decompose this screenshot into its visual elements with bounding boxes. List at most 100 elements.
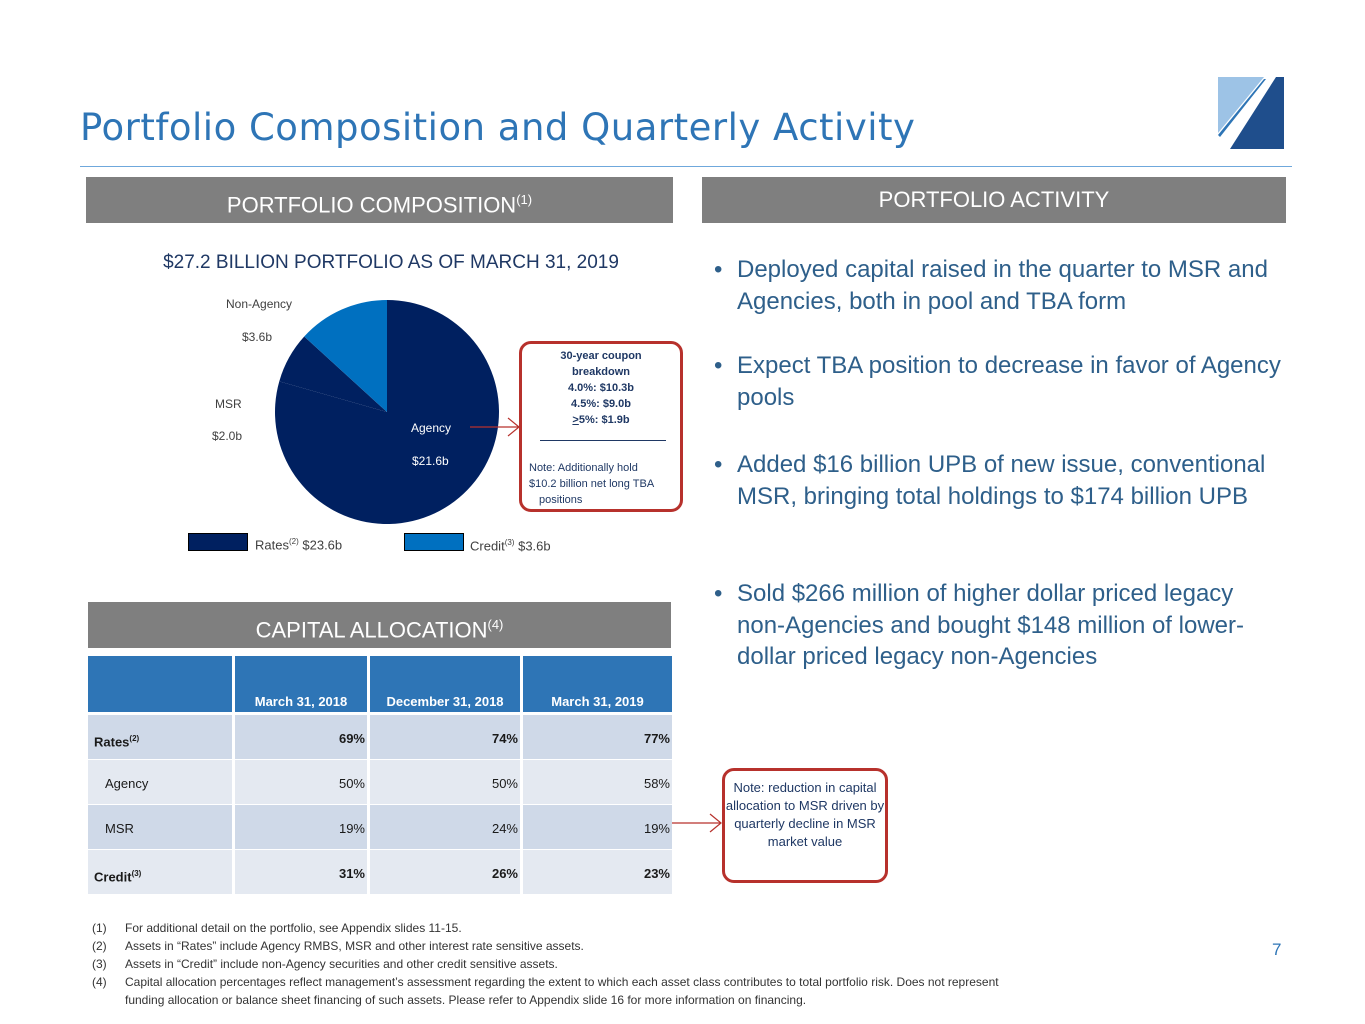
callout-arrow: [672, 813, 722, 833]
table-cell: 31%: [235, 850, 367, 894]
footnote-number: (1): [92, 921, 107, 935]
bullet-dot: •: [714, 352, 723, 379]
table-row-msr: MSR 19% 24% 19%: [88, 805, 672, 849]
table-cell: 50%: [370, 760, 520, 804]
footnote-ref: (3): [131, 869, 142, 878]
table-cell: 74%: [370, 715, 520, 759]
footnote-number: (2): [92, 939, 107, 953]
pie-slice-msr: [279, 336, 387, 412]
table-cell: 19%: [235, 805, 367, 849]
callout-line-2: 4.5%: $9.0b: [571, 398, 631, 410]
table-header-col-1-label: March 31, 2018: [254, 694, 348, 709]
footnote-text: Assets in “Credit” include non-Agency se…: [125, 957, 558, 971]
footnote-text: Capital allocation percentages reflect m…: [125, 975, 999, 989]
pie-value-msr: $2.0b: [212, 429, 243, 443]
pie-value-non-agency: $3.6b: [242, 330, 273, 344]
activity-bullet-4: • Sold $266 million of higher dollar pri…: [714, 578, 1284, 673]
table-header-blank: [88, 656, 232, 712]
page-number: 7: [1272, 940, 1282, 959]
callout-heading-2: breakdown: [571, 366, 631, 378]
table-row-credit: Credit(3) 31% 26% 23%: [88, 850, 672, 894]
row-label-text: Credit: [94, 869, 132, 885]
table-cell: 77%: [523, 715, 672, 759]
bullet-text: Expect TBA position to decrease in favor…: [737, 352, 1281, 411]
table-cell: 19%: [523, 805, 672, 849]
msr-allocation-callout: Note: reduction in capital allocation to…: [722, 768, 888, 883]
table-cell: 50%: [235, 760, 367, 804]
capital-allocation-header: CAPITAL ALLOCATION(4): [88, 602, 671, 648]
legend-credit: Credit(3) $3.6b: [470, 538, 551, 553]
callout-note-1: Note: Additionally hold: [529, 462, 638, 474]
bullet-dot: •: [714, 580, 723, 607]
table-cell: 23%: [523, 850, 672, 894]
legend-rates-label: Rates: [255, 537, 289, 553]
callout-line-3-text: 5%: $1.9b: [578, 414, 630, 426]
legend-credit-label: Credit: [470, 538, 505, 554]
capital-allocation-header-label: CAPITAL ALLOCATION: [255, 617, 488, 643]
footnote-ref: (4): [487, 617, 504, 632]
footnote-2: (2) Assets in “Rates” include Agency RMBS…: [92, 937, 584, 955]
table-header-col-2: December 31, 2018: [370, 656, 520, 712]
row-label: Credit(3): [88, 850, 232, 894]
table-cell: 58%: [523, 760, 672, 804]
footnote-4: (4) Capital allocation percentages reflec…: [92, 973, 999, 991]
portfolio-activity-header: PORTFOLIO ACTIVITY: [702, 177, 1286, 223]
table-cell: 69%: [235, 715, 367, 759]
portfolio-pie-chart: [275, 300, 499, 524]
pie-label-agency: Agency: [411, 421, 452, 435]
legend-swatch-credit: [404, 533, 464, 551]
footnote-ref: (3): [504, 538, 515, 547]
table-header-col-1: March 31, 2018: [235, 656, 367, 712]
table-header-col-2-label: December 31, 2018: [386, 694, 504, 709]
bullet-text: Added $16 billion UPB of new issue, conv…: [737, 451, 1266, 510]
footnote-number: (3): [92, 957, 107, 971]
row-label: Agency: [88, 760, 232, 804]
row-label: Rates(2): [88, 715, 232, 759]
activity-bullet-3: • Added $16 billion UPB of new issue, co…: [714, 449, 1284, 512]
table-header-col-3: March 31, 2019: [523, 656, 672, 712]
table-cell: 26%: [370, 850, 520, 894]
legend-rates-value: $23.6b: [302, 537, 343, 553]
row-label-text: MSR: [105, 821, 134, 836]
callout-note-3: positions: [539, 494, 583, 506]
callout-arrow: [470, 417, 520, 437]
footnote-number: (4): [92, 975, 107, 989]
legend-swatch-rates: [188, 533, 248, 551]
legend-credit-value: $3.6b: [518, 538, 551, 554]
pie-title: $27.2 BILLION PORTFOLIO AS OF MARCH 31, …: [163, 252, 619, 273]
table-header-col-3-label: March 31, 2019: [551, 694, 644, 709]
callout-line-3: >5%: $1.9b: [522, 414, 680, 426]
footnote-4-cont: funding allocation or balance sheet fina…: [92, 991, 806, 1009]
pie-slice-non-agency: [304, 300, 387, 412]
row-label: MSR: [88, 805, 232, 849]
footnote-ref: (2): [288, 537, 299, 546]
footnote-ref: (2): [129, 734, 140, 743]
bullet-text: Deployed capital raised in the quarter t…: [737, 256, 1268, 315]
callout-line-3-prefix: >: [572, 414, 579, 426]
legend-rates: Rates(2) $23.6b: [255, 537, 342, 552]
title-divider: [80, 166, 1292, 167]
pie-label-msr: MSR: [215, 397, 242, 411]
callout-note-2: $10.2 billion net long TBA: [529, 478, 655, 490]
footnote-text: funding allocation or balance sheet fina…: [125, 993, 807, 1007]
portfolio-composition-header-label: PORTFOLIO COMPOSITION: [226, 192, 517, 218]
callout-line-1: 4.0%: $10.3b: [567, 382, 635, 394]
table-row-rates: Rates(2) 69% 74% 77%: [88, 715, 672, 759]
callout-divider: [540, 440, 666, 441]
footnote-ref: (1): [516, 192, 533, 207]
footnote-text: For additional detail on the portfolio, …: [125, 921, 462, 935]
portfolio-activity-header-label: PORTFOLIO ACTIVITY: [878, 187, 1110, 212]
bullet-text: Sold $266 million of higher dollar price…: [737, 580, 1244, 670]
pie-label-non-agency: Non-Agency: [226, 297, 293, 311]
footnote-3: (3) Assets in “Credit” include non-Agency…: [92, 955, 558, 973]
coupon-breakdown-callout: 30-year coupon breakdown 4.0%: $10.3b 4.…: [519, 341, 683, 512]
callout-heading: 30-year coupon: [560, 350, 642, 362]
footnote-text: Assets in “Rates” include Agency RMBS, M…: [125, 939, 584, 953]
row-label-text: Agency: [105, 776, 149, 791]
pie-value-agency: $21.6b: [412, 454, 449, 468]
page-title: Portfolio Composition and Quarterly Acti…: [80, 106, 916, 149]
activity-bullet-2: • Expect TBA position to decrease in fav…: [714, 350, 1284, 413]
company-logo: [1216, 75, 1286, 150]
capital-table: March 31, 2018 December 31, 2018 March 3…: [88, 656, 672, 892]
table-row-agency: Agency 50% 50% 58%: [88, 760, 672, 804]
